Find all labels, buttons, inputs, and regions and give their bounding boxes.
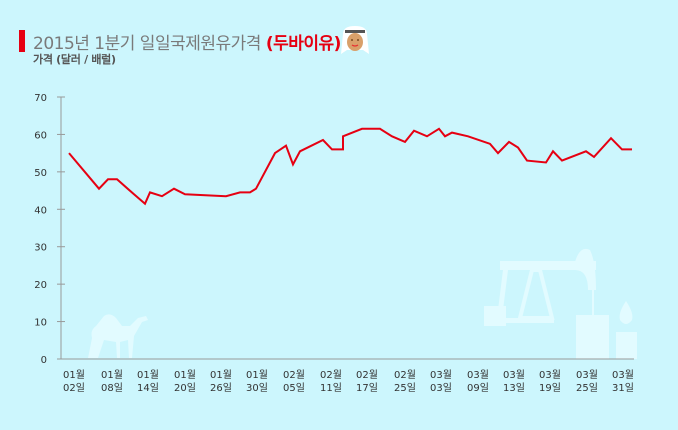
y-tick-label: 50 bbox=[34, 168, 47, 179]
x-tick-label: 01월 20일 bbox=[174, 370, 196, 394]
y-tick-label: 20 bbox=[34, 280, 47, 291]
x-tick-label: 02월 05일 bbox=[283, 370, 305, 394]
oil-barrel-icon bbox=[576, 315, 609, 359]
x-tick-label: 02월 25일 bbox=[394, 370, 416, 394]
y-tick-label: 30 bbox=[34, 243, 47, 254]
title-accent-bar bbox=[19, 30, 25, 52]
x-tick-label: 03월 09일 bbox=[467, 370, 489, 394]
oil-drop-icon bbox=[616, 301, 637, 359]
title-main: 2015년 1분기 일일국제원유가격 bbox=[33, 34, 261, 54]
price-line bbox=[68, 127, 632, 206]
y-axis-label: 가격 (달러 / 배럴) bbox=[33, 53, 116, 66]
title-highlight: (두바이유) bbox=[265, 34, 342, 54]
x-tick-label: 03월 13일 bbox=[503, 370, 525, 394]
camel-icon bbox=[88, 314, 148, 358]
x-tick-label: 02월 11일 bbox=[320, 370, 342, 394]
x-tick-label: 03월 25일 bbox=[576, 370, 598, 394]
x-tick-label: 01월 02일 bbox=[63, 370, 85, 394]
x-tick-label: 01월 30일 bbox=[246, 370, 268, 394]
arab-man-icon bbox=[341, 26, 369, 54]
x-tick-label: 01월 14일 bbox=[137, 370, 159, 394]
y-tick-label: 40 bbox=[34, 205, 47, 216]
x-tick-label: 02월 17일 bbox=[356, 370, 378, 394]
y-tick-label: 10 bbox=[34, 318, 47, 329]
y-axis: 0 10 20 30 40 50 60 70 bbox=[34, 93, 65, 366]
y-tick-label: 0 bbox=[41, 355, 47, 366]
y-tick-label: 70 bbox=[34, 93, 47, 104]
x-tick-label: 03월 03일 bbox=[430, 370, 452, 394]
y-tick-label: 60 bbox=[34, 130, 47, 141]
x-tick-label: 03월 31일 bbox=[612, 370, 634, 394]
chart-title: 2015년 1분기 일일국제원유가격 (두바이유) bbox=[33, 29, 341, 54]
x-tick-label: 03월 19일 bbox=[539, 370, 561, 394]
x-tick-label: 01월 08일 bbox=[101, 370, 123, 394]
oil-pumpjack-icon bbox=[484, 248, 596, 326]
x-tick-label: 01월 26일 bbox=[210, 370, 232, 394]
